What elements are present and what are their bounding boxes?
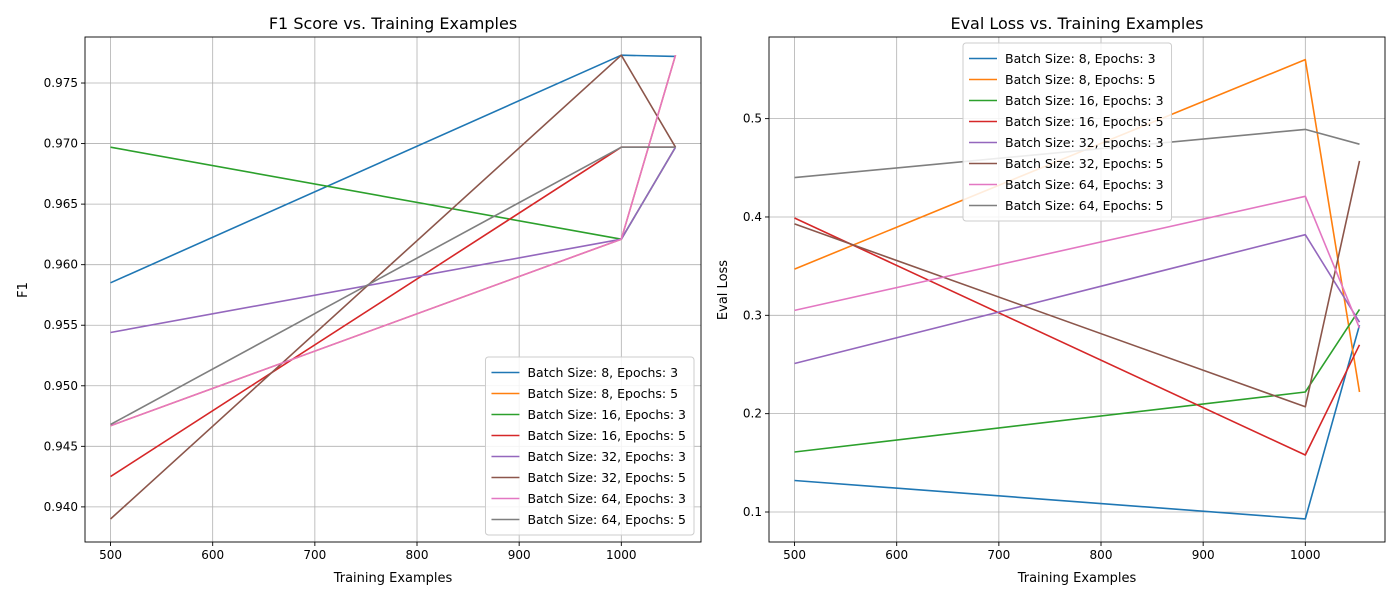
y-tick-label: 0.965 xyxy=(44,197,78,211)
legend-label: Batch Size: 16, Epochs: 3 xyxy=(527,407,686,422)
legend-box xyxy=(962,42,1173,222)
legend-entry: Batch Size: 8, Epochs: 3 xyxy=(969,51,1156,66)
x-tick-label: 800 xyxy=(406,548,429,562)
legend-label: Batch Size: 16, Epochs: 5 xyxy=(527,428,686,443)
x-tick-label: 600 xyxy=(201,548,224,562)
legend-entry: Batch Size: 64, Epochs: 5 xyxy=(491,512,686,527)
legend-label: Batch Size: 8, Epochs: 5 xyxy=(1005,72,1156,87)
legend-entry: Batch Size: 32, Epochs: 3 xyxy=(491,449,686,464)
legend-entry: Batch Size: 32, Epochs: 5 xyxy=(491,470,686,485)
y-tick-label: 0.5 xyxy=(743,112,762,126)
legend-label: Batch Size: 32, Epochs: 5 xyxy=(527,470,686,485)
x-tick-label: 700 xyxy=(303,548,326,562)
legend-label: Batch Size: 8, Epochs: 3 xyxy=(1005,51,1156,66)
x-tick-label: 900 xyxy=(1192,548,1215,562)
legend-label: Batch Size: 16, Epochs: 3 xyxy=(1005,93,1164,108)
x-tick-label: 600 xyxy=(885,548,908,562)
chart-title: Eval Loss vs. Training Examples xyxy=(950,14,1203,33)
plot-frame xyxy=(768,36,1386,543)
y-tick-label: 0.955 xyxy=(44,318,78,332)
legend-label: Batch Size: 64, Epochs: 3 xyxy=(1005,177,1164,192)
y-tick-label: 0.3 xyxy=(743,308,762,322)
x-tick-label: 1000 xyxy=(606,548,637,562)
legend-entry: Batch Size: 16, Epochs: 5 xyxy=(491,428,686,443)
y-tick-label: 0.945 xyxy=(44,439,78,453)
legend-entry: Batch Size: 16, Epochs: 5 xyxy=(969,114,1164,129)
y-tick-label: 0.940 xyxy=(44,500,78,514)
legend-label: Batch Size: 8, Epochs: 5 xyxy=(527,386,678,401)
legend-entry: Batch Size: 32, Epochs: 3 xyxy=(969,135,1164,150)
legend-entry: Batch Size: 64, Epochs: 3 xyxy=(491,491,686,506)
legend-entry: Batch Size: 64, Epochs: 5 xyxy=(969,198,1164,213)
y-tick-label: 0.970 xyxy=(44,137,78,151)
legend-label: Batch Size: 64, Epochs: 5 xyxy=(1005,198,1164,213)
series-line xyxy=(110,146,676,426)
series-line xyxy=(794,233,1361,365)
chart-title: F1 Score vs. Training Examples xyxy=(269,14,517,33)
legend-label: Batch Size: 32, Epochs: 5 xyxy=(1005,156,1164,171)
y-tick-label: 0.4 xyxy=(743,210,762,224)
legend-entry: Batch Size: 8, Epochs: 5 xyxy=(491,386,678,401)
x-axis-label: Training Examples xyxy=(333,571,453,586)
x-tick-label: 500 xyxy=(783,548,806,562)
legend-label: Batch Size: 64, Epochs: 5 xyxy=(527,512,686,527)
y-tick-label: 0.950 xyxy=(44,379,78,393)
legend-label: Batch Size: 32, Epochs: 3 xyxy=(527,449,686,464)
series-line xyxy=(794,195,1361,329)
eval-loss-chart-panel: Eval Loss vs. Training Examples Training… xyxy=(716,14,1386,586)
legend-entry: Batch Size: 32, Epochs: 5 xyxy=(969,156,1164,171)
legend: Batch Size: 8, Epochs: 3 Batch Size: 8, E… xyxy=(962,42,1173,222)
legend: Batch Size: 8, Epochs: 3 Batch Size: 8, E… xyxy=(484,356,695,536)
series-line xyxy=(794,308,1361,453)
x-tick-label: 800 xyxy=(1090,548,1113,562)
legend-entry: Batch Size: 16, Epochs: 3 xyxy=(491,407,686,422)
y-axis-label: Eval Loss xyxy=(716,260,731,320)
legend-entry: Batch Size: 16, Epochs: 3 xyxy=(969,93,1164,108)
legend-label: Batch Size: 16, Epochs: 5 xyxy=(1005,114,1164,129)
legend-label: Batch Size: 8, Epochs: 3 xyxy=(527,365,678,380)
legend-entry: Batch Size: 64, Epochs: 3 xyxy=(969,177,1164,192)
series-line xyxy=(794,324,1361,520)
legend-label: Batch Size: 32, Epochs: 3 xyxy=(1005,135,1164,150)
legend-label: Batch Size: 64, Epochs: 3 xyxy=(527,491,686,506)
y-tick-label: 0.975 xyxy=(44,76,78,90)
y-tick-label: 0.1 xyxy=(743,505,762,519)
y-axis-label: F1 xyxy=(16,282,31,298)
series-line xyxy=(110,54,677,427)
series-line xyxy=(794,160,1361,408)
x-tick-label: 900 xyxy=(508,548,531,562)
f1-chart-panel: F1 Score vs. Training Examples Training … xyxy=(16,14,702,586)
legend-entry: Batch Size: 8, Epochs: 5 xyxy=(969,72,1156,87)
x-axis-label: Training Examples xyxy=(1017,571,1137,586)
plot-frame xyxy=(84,36,702,543)
x-tick-label: 1000 xyxy=(1290,548,1321,562)
x-tick-label: 500 xyxy=(99,548,122,562)
x-tick-label: 700 xyxy=(987,548,1010,562)
legend-box xyxy=(484,356,695,536)
series-line xyxy=(794,217,1361,456)
y-tick-label: 0.960 xyxy=(44,258,78,272)
legend-entry: Batch Size: 8, Epochs: 3 xyxy=(491,365,678,380)
y-tick-label: 0.2 xyxy=(743,407,762,421)
